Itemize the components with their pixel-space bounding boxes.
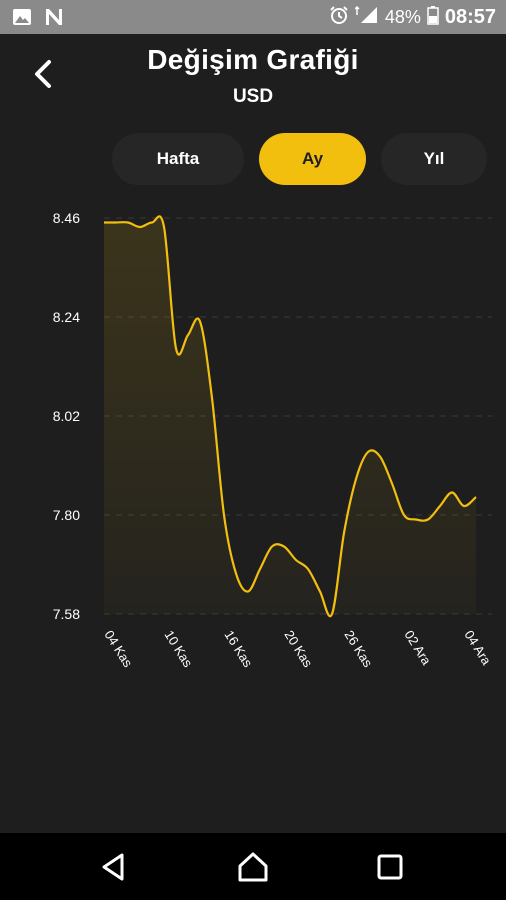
x-tick-label: 02 Ara xyxy=(401,628,434,668)
data-point xyxy=(390,482,394,486)
data-point xyxy=(462,504,466,508)
data-point xyxy=(270,545,274,549)
data-point xyxy=(414,518,418,522)
data-point xyxy=(330,612,334,616)
data-point xyxy=(294,558,298,562)
nav-bar xyxy=(0,833,506,900)
nav-recents-button[interactable] xyxy=(372,849,408,885)
data-point xyxy=(210,396,214,400)
data-point xyxy=(306,567,310,571)
data-point xyxy=(198,320,202,324)
n-app-icon xyxy=(44,7,64,32)
back-button[interactable] xyxy=(26,56,60,96)
data-point xyxy=(342,531,346,535)
x-tick-label: 04 Kas xyxy=(101,628,135,671)
tab-hafta[interactable]: Hafta xyxy=(112,133,244,185)
status-time: 08:57 xyxy=(444,6,496,28)
data-point xyxy=(186,333,190,337)
x-tick-label: 04 Ara xyxy=(461,628,494,668)
page-title: Değişim Grafiği xyxy=(147,44,359,75)
data-point xyxy=(282,545,286,549)
back-triangle-icon xyxy=(96,853,132,889)
nav-back-button[interactable] xyxy=(96,849,132,885)
data-point xyxy=(162,225,166,229)
home-icon xyxy=(235,852,271,889)
tab-yil[interactable]: Yıl xyxy=(381,133,487,185)
data-point xyxy=(450,491,454,495)
data-point xyxy=(474,495,478,499)
data-point xyxy=(426,518,430,522)
status-bar: 48% 08:57 xyxy=(0,0,506,34)
x-tick-label: 16 Kas xyxy=(221,628,255,671)
chart-area-fill xyxy=(104,216,476,617)
chart-line-series xyxy=(104,215,477,618)
alarm-icon xyxy=(329,5,349,30)
line-chart: 8.46 8.24 8.02 7.80 7.58 04 Kas 10 Kas 16 Kas 2… xyxy=(53,210,495,671)
x-tick-label: 26 Kas xyxy=(341,628,375,671)
page-subtitle: USD xyxy=(232,86,274,107)
data-point xyxy=(378,455,382,459)
y-tick-label: 8.46 xyxy=(53,210,80,226)
y-tick-label: 7.58 xyxy=(53,606,80,622)
data-point xyxy=(246,590,250,594)
data-point xyxy=(102,221,106,225)
tab-ay[interactable]: Ay xyxy=(259,133,366,185)
data-point xyxy=(318,590,322,594)
data-point xyxy=(126,221,130,225)
data-point xyxy=(438,504,442,508)
battery-percent: 48% xyxy=(384,7,421,27)
data-point xyxy=(222,513,226,517)
data-point xyxy=(354,477,358,481)
data-point xyxy=(138,225,142,229)
data-point xyxy=(366,450,370,454)
y-tick-label: 8.24 xyxy=(53,309,80,325)
y-tick-label: 7.80 xyxy=(53,507,80,523)
battery-icon xyxy=(427,5,439,30)
chevron-left-icon xyxy=(31,59,55,94)
data-point xyxy=(114,221,118,225)
x-tick-label: 20 Kas xyxy=(281,628,315,671)
signal-icon xyxy=(354,5,379,30)
recents-square-icon xyxy=(372,854,408,889)
data-point xyxy=(402,513,406,517)
x-tick-label: 10 Kas xyxy=(161,628,195,671)
y-tick-label: 8.02 xyxy=(53,408,80,424)
nav-home-button[interactable] xyxy=(235,849,271,885)
data-point xyxy=(174,347,178,351)
status-left xyxy=(12,7,64,32)
data-point xyxy=(234,572,238,576)
data-point xyxy=(258,567,262,571)
image-icon xyxy=(12,7,32,32)
status-right: 48% 08:57 xyxy=(329,5,496,30)
data-point xyxy=(150,221,154,225)
